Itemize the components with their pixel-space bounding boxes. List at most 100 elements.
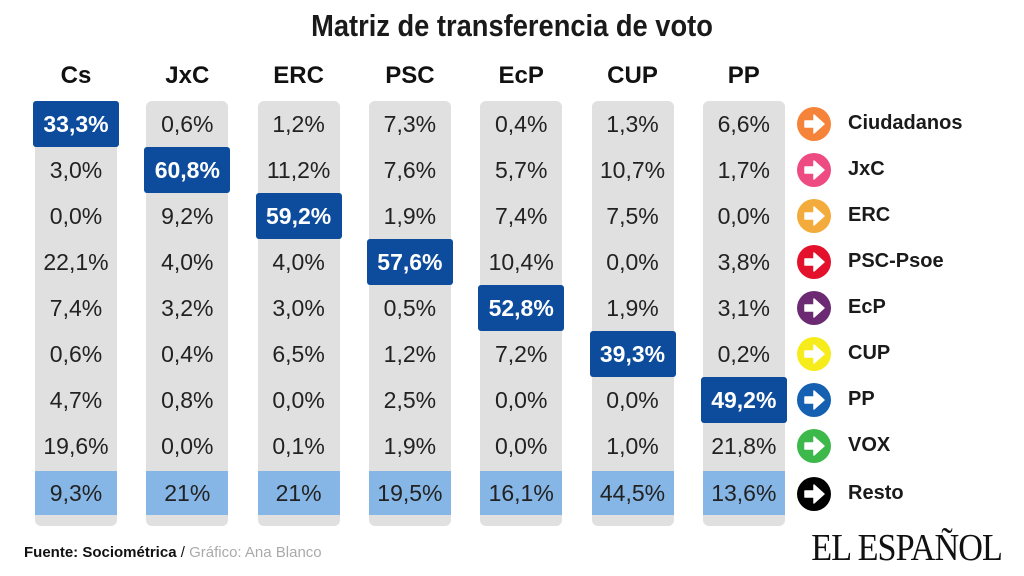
arrow-circle-icon	[797, 337, 831, 371]
legend-label: EcP	[848, 296, 886, 318]
table-cell: 0,5%	[383, 295, 437, 321]
total-cell: 16,1%	[480, 471, 563, 515]
table-cell: 11,2%	[266, 157, 331, 183]
table-cell: 7,4%	[49, 295, 103, 321]
table-cell: 0,0%	[494, 387, 548, 413]
table-cell: 0,0%	[606, 387, 659, 413]
table-cell: 4,0%	[161, 249, 214, 275]
table-cell: 0,0%	[494, 433, 548, 459]
highlight-cell: 57,6%	[366, 239, 453, 285]
table-cell: 0,0%	[717, 203, 771, 229]
arrow-circle-icon	[797, 153, 831, 187]
table-cell: 3,0%	[272, 295, 325, 321]
table-cell: 3,2%	[161, 295, 214, 321]
total-cell: 44,5%	[591, 471, 674, 515]
highlight-cell: 59,2%	[255, 193, 342, 239]
highlight-cell: 49,2%	[700, 377, 787, 423]
column-header: PP	[727, 62, 760, 89]
total-cell: 9,3%	[35, 471, 117, 515]
column-header: PSC	[385, 62, 435, 89]
legend-label: Ciudadanos	[848, 112, 963, 134]
arrow-circle-icon	[797, 477, 831, 511]
separator: /	[176, 544, 190, 561]
table-cell: 1,9%	[383, 433, 437, 459]
arrow-circle-icon	[797, 107, 831, 141]
table-cell: 0,0%	[49, 203, 103, 229]
column-header: Cs	[60, 62, 92, 89]
table-cell: 6,5%	[272, 341, 325, 367]
column	[368, 101, 451, 526]
arrow-circle-icon	[797, 199, 831, 233]
column-header: EcP	[498, 62, 544, 89]
arrow-circle-icon	[797, 429, 831, 463]
table-cell: 0,4%	[161, 341, 214, 367]
table-cell: 1,0%	[606, 433, 659, 459]
table-cell: 0,0%	[272, 387, 325, 413]
legend-label: VOX	[848, 434, 891, 456]
table-cell: 0,2%	[717, 341, 771, 367]
table-cell: 0,0%	[161, 433, 214, 459]
table-cell: 7,3%	[383, 111, 437, 137]
legend-label: Resto	[848, 482, 904, 504]
table-cell: 1,9%	[606, 295, 659, 321]
column	[257, 101, 340, 526]
table-cell: 21,8%	[711, 433, 777, 459]
table-cell: 4,7%	[49, 387, 103, 413]
table-cell: 3,0%	[49, 157, 103, 183]
table-cell: 0,6%	[49, 341, 103, 367]
table-cell: 6,6%	[717, 111, 771, 137]
table-cell: 0,8%	[161, 387, 214, 413]
legend-label: ERC	[848, 204, 891, 226]
credit: Gráfico: Ana Blanco	[189, 544, 322, 561]
table-cell: 10,7%	[599, 157, 666, 183]
highlight-cell: 52,8%	[478, 285, 565, 331]
arrow-circle-icon	[797, 291, 831, 325]
table-cell: 22,1%	[43, 249, 109, 275]
el-espanol-logo: EL ESPAÑOL	[811, 527, 1003, 569]
column	[591, 101, 674, 526]
legend-label: PSC-Psoe	[848, 250, 944, 272]
table-cell: 10,4%	[488, 249, 554, 275]
highlight-cell: 39,3%	[589, 331, 676, 377]
arrow-circle-icon	[797, 245, 831, 279]
table-cell: 0,6%	[161, 111, 214, 137]
column-header: CUP	[607, 62, 658, 89]
table-cell: 1,9%	[383, 203, 437, 229]
table-cell: 2,5%	[383, 387, 437, 413]
legend-label: JxC	[848, 158, 885, 180]
column-header: JxC	[165, 62, 210, 89]
table-cell: 7,4%	[494, 203, 548, 229]
chart-title: Matriz de transferencia de voto	[311, 8, 713, 43]
total-cell: 13,6%	[702, 471, 785, 515]
total-cell: 21%	[146, 471, 229, 515]
total-cell: 21%	[257, 471, 340, 515]
source: Fuente: Sociométrica	[24, 544, 177, 561]
arrow-circle-icon	[797, 383, 831, 417]
table-cell: 7,6%	[383, 157, 437, 183]
table-cell: 1,3%	[606, 111, 659, 137]
column-header: ERC	[273, 62, 324, 89]
highlight-cell: 33,3%	[33, 101, 119, 147]
table-cell: 1,2%	[383, 341, 437, 367]
table-cell: 3,1%	[717, 295, 771, 321]
total-cell: 19,5%	[368, 471, 451, 515]
table-cell: 0,0%	[606, 249, 659, 275]
table-cell: 7,5%	[606, 203, 659, 229]
table-cell: 1,2%	[272, 111, 325, 137]
legend-label: CUP	[848, 342, 891, 364]
legend-label: PP	[848, 388, 875, 410]
table-cell: 7,2%	[494, 341, 548, 367]
table-cell: 0,4%	[494, 111, 548, 137]
table-cell: 19,6%	[43, 433, 109, 459]
table-cell: 5,7%	[494, 157, 548, 183]
table-cell: 1,7%	[717, 157, 771, 183]
column	[702, 101, 785, 526]
table-cell: 0,1%	[272, 433, 325, 459]
table-cell: 9,2%	[161, 203, 214, 229]
column	[35, 101, 117, 526]
highlight-cell: 60,8%	[144, 147, 231, 193]
table-cell: 4,0%	[272, 249, 325, 275]
table-cell: 3,8%	[717, 249, 771, 275]
footer: Fuente: Sociométrica / Gráfico: Ana Blan…	[24, 544, 322, 561]
